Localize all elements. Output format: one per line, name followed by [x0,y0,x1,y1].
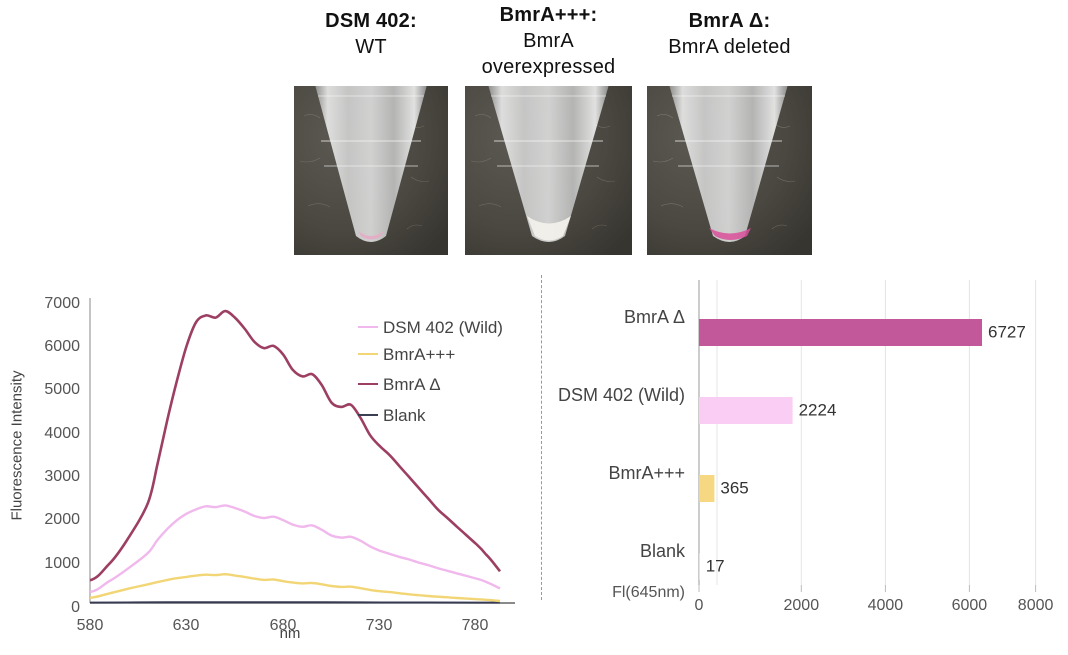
svg-text:3000: 3000 [44,468,80,485]
svg-text:2224: 2224 [799,401,837,420]
svg-text:2000: 2000 [784,597,820,614]
svg-text:6000: 6000 [952,597,988,614]
svg-text:0: 0 [695,597,704,614]
svg-text:630: 630 [173,617,200,634]
svg-text:4000: 4000 [868,597,904,614]
svg-text:1000: 1000 [44,555,80,572]
svg-text:8000: 8000 [1018,597,1054,614]
svg-text:580: 580 [77,617,104,634]
svg-text:365: 365 [720,479,748,498]
svg-text:780: 780 [462,617,489,634]
svg-text:730: 730 [366,617,393,634]
svg-text:2000: 2000 [44,511,80,528]
svg-text:680: 680 [270,617,297,634]
svg-text:0: 0 [71,599,80,616]
svg-text:6727: 6727 [988,323,1026,342]
svg-text:5000: 5000 [44,381,80,398]
svg-text:7000: 7000 [44,295,80,312]
svg-text:4000: 4000 [44,425,80,442]
svg-text:6000: 6000 [44,338,80,355]
svg-text:17: 17 [706,557,725,576]
